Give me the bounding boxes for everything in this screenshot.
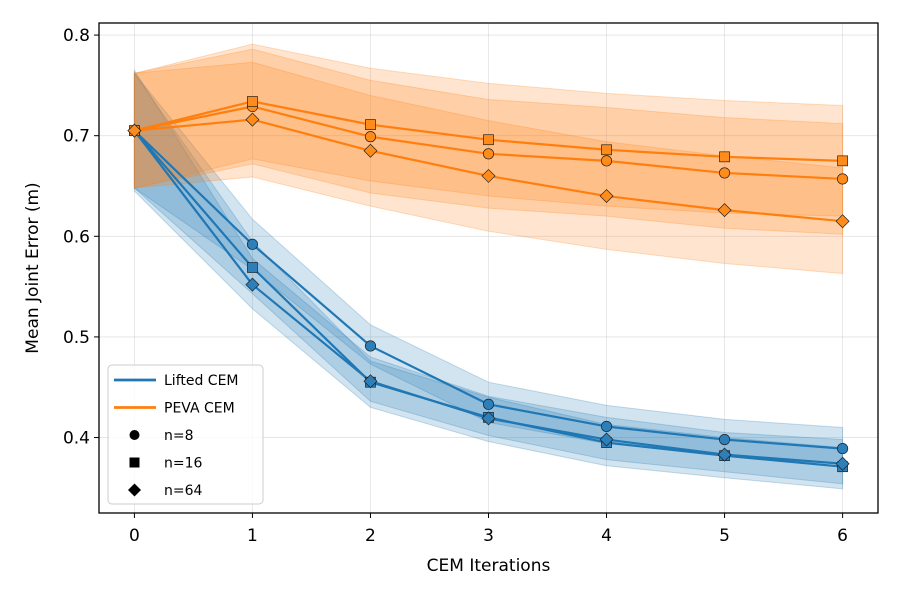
data-point-square bbox=[247, 262, 258, 273]
y-tick-label: 0.5 bbox=[63, 328, 90, 348]
x-tick-label: 5 bbox=[719, 526, 730, 546]
data-point-diamond bbox=[835, 214, 850, 229]
legend-label: PEVA CEM bbox=[164, 401, 235, 417]
data-point-diamond bbox=[481, 168, 496, 183]
y-tick-label: 0.6 bbox=[63, 227, 90, 247]
series-markers bbox=[127, 96, 850, 473]
data-point-circle bbox=[246, 238, 258, 250]
x-axis-label: CEM Iterations bbox=[427, 556, 551, 576]
y-axis-ticks: 0.4 0.5 0.6 0.7 0.8 bbox=[63, 26, 99, 449]
legend-label: Lifted CEM bbox=[164, 373, 239, 389]
y-axis-label: Mean Joint Error (m) bbox=[23, 182, 43, 353]
x-tick-label: 3 bbox=[483, 526, 494, 546]
legend: Lifted CEM PEVA CEM n=8 n=16 n=64 bbox=[107, 364, 264, 505]
data-point-circle bbox=[719, 434, 731, 446]
data-point-circle bbox=[837, 173, 849, 185]
legend-label: n=8 bbox=[164, 428, 194, 444]
data-point-diamond bbox=[245, 112, 260, 127]
data-point-circle bbox=[364, 131, 377, 143]
legend-square-marker bbox=[129, 457, 140, 468]
data-point-diamond bbox=[363, 374, 378, 389]
data-point-circle bbox=[837, 443, 849, 455]
y-tick-label: 0.7 bbox=[63, 127, 90, 147]
data-point-diamond bbox=[717, 203, 732, 218]
x-tick-label: 1 bbox=[247, 526, 258, 546]
x-tick-label: 4 bbox=[601, 526, 612, 546]
legend-diamond-marker bbox=[128, 483, 141, 497]
x-tick-label: 2 bbox=[365, 526, 376, 546]
data-point-diamond bbox=[127, 123, 142, 138]
y-tick-label: 0.4 bbox=[63, 429, 90, 449]
data-point-diamond bbox=[481, 411, 496, 426]
data-point-square bbox=[601, 144, 612, 156]
data-point-square bbox=[837, 155, 848, 167]
confidence-band bbox=[133, 61, 844, 275]
data-point-square bbox=[719, 151, 730, 163]
data-point-circle bbox=[600, 420, 613, 433]
legend-box bbox=[107, 364, 264, 505]
data-point-diamond bbox=[245, 277, 260, 292]
legend-label: n=16 bbox=[164, 456, 203, 472]
data-point-circle bbox=[482, 398, 495, 410]
data-point-square bbox=[483, 134, 494, 146]
data-point-diamond bbox=[835, 456, 850, 471]
x-tick-label: 0 bbox=[129, 526, 140, 546]
data-point-square bbox=[365, 119, 376, 130]
legend-label: n=64 bbox=[164, 483, 203, 499]
x-axis-ticks: 0 1 2 3 4 5 6 bbox=[129, 513, 848, 546]
data-point-diamond bbox=[717, 447, 732, 462]
data-point-diamond bbox=[599, 432, 614, 447]
data-point-circle bbox=[600, 155, 613, 167]
data-point-circle bbox=[364, 340, 377, 352]
data-point-circle bbox=[482, 148, 495, 160]
data-point-diamond bbox=[599, 189, 614, 204]
y-tick-label: 0.8 bbox=[63, 26, 90, 46]
x-tick-label: 6 bbox=[837, 526, 848, 546]
legend-circle-marker bbox=[129, 430, 140, 440]
data-point-circle bbox=[719, 167, 731, 179]
data-point-diamond bbox=[363, 143, 378, 158]
data-point-square bbox=[247, 96, 258, 107]
grid-lines bbox=[99, 23, 878, 513]
